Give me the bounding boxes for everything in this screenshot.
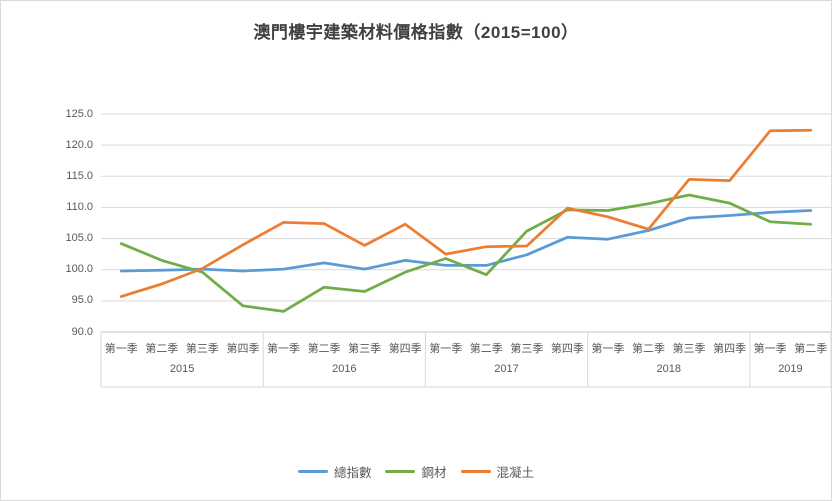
y-axis-labels: 90.0 95.0 100.0 105.0 110.0 115.0 120.0 125.0 <box>1 1 93 401</box>
x-axis-year-group: 第一季 第二季 2019 <box>750 333 831 387</box>
quarter-label: 第二季 <box>794 343 828 355</box>
x-axis-year-group: 第一季 第二季 第三季 第四季 2017 <box>425 333 587 387</box>
quarter-label: 第三季 <box>510 343 544 355</box>
steel-legend-label: 鋼材 <box>421 466 447 480</box>
legend: 總指數 鋼材 混凝土 <box>1 462 831 481</box>
quarter-label: 第二季 <box>145 343 179 355</box>
y-tick-label: 105.0 <box>65 232 93 245</box>
x-axis-labels: 第一季 第二季 第三季 第四季 2015 第一季 第二季 第三季 第四季 2016 第一季 第二季 第三… <box>1 1 831 375</box>
legend-item-concrete: 混凝土 <box>460 462 535 481</box>
total-index-line <box>119 209 813 273</box>
y-tick-label: 110.0 <box>66 200 93 213</box>
quarter-label: 第一季 <box>591 343 625 355</box>
x-axis-year-group: 第一季 第二季 第三季 第四季 2016 <box>263 333 425 387</box>
year-label: 2016 <box>332 363 357 375</box>
steel-line <box>119 193 813 313</box>
concrete-legend-label: 混凝土 <box>496 466 535 480</box>
chart-title: 澳門樓宇建築材料價格指數（2015=100） <box>253 23 579 42</box>
year-label: 2018 <box>656 363 681 375</box>
quarter-label: 第二季 <box>632 343 665 355</box>
legend-item-steel: 鋼材 <box>385 462 447 481</box>
y-tick-label: 90.0 <box>71 325 93 338</box>
x-axis-year-group: 第一季 第二季 第三季 第四季 2015 <box>101 333 263 387</box>
total-index-legend-swatch <box>297 469 328 474</box>
quarter-label: 第一季 <box>267 343 300 355</box>
steel-legend-swatch <box>385 469 416 474</box>
year-label: 2015 <box>169 363 195 375</box>
quarter-label: 第四季 <box>550 343 584 355</box>
concrete-line <box>119 128 813 298</box>
quarter-label: 第一季 <box>429 343 463 355</box>
quarter-label: 第二季 <box>469 343 503 355</box>
year-label: 2019 <box>778 363 803 375</box>
total-index-legend-label: 總指數 <box>333 466 372 480</box>
quarter-label: 第一季 <box>753 343 787 355</box>
year-label: 2017 <box>494 363 519 375</box>
quarter-label: 第三季 <box>672 343 706 355</box>
quarter-label: 第三季 <box>348 343 382 355</box>
legend-item-total-index: 總指數 <box>297 462 372 481</box>
quarter-label: 第二季 <box>307 343 341 355</box>
quarter-label: 第四季 <box>713 343 747 355</box>
y-tick-label: 125.0 <box>65 107 93 120</box>
concrete-legend-swatch <box>460 469 491 474</box>
y-tick-label: 115.0 <box>66 169 93 182</box>
x-axis-year-group: 第一季 第二季 第三季 第四季 2018 <box>588 333 750 387</box>
y-tick-label: 95.0 <box>71 294 93 307</box>
y-tick-label: 120.0 <box>65 138 93 151</box>
quarter-label: 第四季 <box>226 343 260 355</box>
quarter-label: 第四季 <box>388 343 422 355</box>
quarter-label: 第三季 <box>185 343 219 355</box>
quarter-label: 第一季 <box>104 343 138 355</box>
y-tick-label: 100.0 <box>65 263 93 276</box>
